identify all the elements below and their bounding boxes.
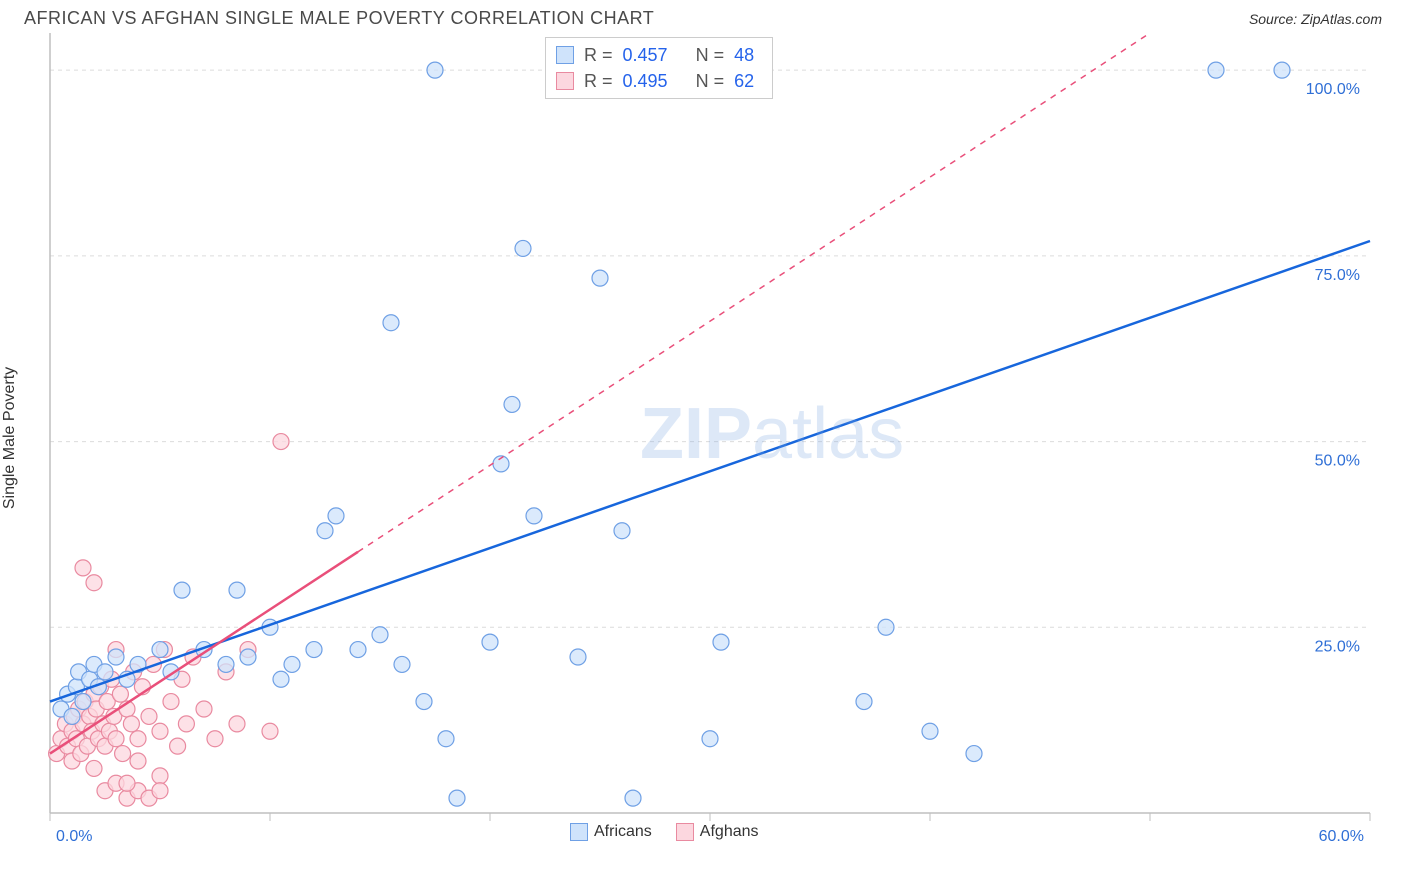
source-name: ZipAtlas.com	[1301, 11, 1382, 27]
afghans-point	[273, 434, 289, 450]
africans-point	[449, 790, 465, 806]
africans-point	[625, 790, 641, 806]
africans-point	[614, 523, 630, 539]
afghans-point	[115, 746, 131, 762]
afghans-point	[141, 708, 157, 724]
africans-point	[427, 62, 443, 78]
afghans-point	[229, 716, 245, 732]
africans-point	[713, 634, 729, 650]
legend-label: Afghans	[700, 823, 759, 841]
legend-label: Africans	[594, 823, 652, 841]
n-label: N =	[696, 42, 725, 68]
afghans-point	[170, 738, 186, 754]
africans-point	[317, 523, 333, 539]
watermark: ZIPatlas	[640, 393, 904, 475]
africans-point	[1274, 62, 1290, 78]
africans-point	[383, 315, 399, 331]
legend-swatch-africans	[570, 823, 588, 841]
watermark-zip: ZIP	[640, 394, 752, 474]
africans-point	[394, 656, 410, 672]
chart-area: Single Male Poverty ZIPatlas 25.0% 50.0% 7…	[0, 33, 1406, 843]
source-prefix: Source:	[1249, 11, 1301, 27]
africans-point	[372, 627, 388, 643]
africans-point	[108, 649, 124, 665]
y-tick-label: 100.0%	[1306, 81, 1360, 98]
afghans-point	[119, 775, 135, 791]
legend-swatch-afghans	[556, 72, 574, 90]
africans-point	[1208, 62, 1224, 78]
y-tick-label: 50.0%	[1315, 453, 1360, 470]
legend-stat-row-africans: R = 0.457 N = 48	[556, 42, 754, 68]
afghans-point	[196, 701, 212, 717]
r-label: R =	[584, 42, 613, 68]
africans-point	[922, 723, 938, 739]
legend-stats-box: R = 0.457 N = 48 R = 0.495 N = 62	[545, 37, 773, 99]
africans-point	[878, 619, 894, 635]
r-value: 0.457	[623, 42, 668, 68]
africans-point	[526, 508, 542, 524]
afghans-point	[178, 716, 194, 732]
africans-point	[515, 240, 531, 256]
n-value: 62	[734, 68, 754, 94]
legend-item-afghans: Afghans	[676, 823, 759, 841]
afghans-point	[130, 753, 146, 769]
afghans-point	[207, 731, 223, 747]
africans-point	[240, 649, 256, 665]
y-axis-label: Single Male Poverty	[1, 367, 19, 509]
afghans-point	[152, 768, 168, 784]
r-value: 0.495	[623, 68, 668, 94]
legend-swatch-afghans	[676, 823, 694, 841]
africans-point	[97, 664, 113, 680]
n-label: N =	[696, 68, 725, 94]
africans-point	[504, 396, 520, 412]
afghans-point	[75, 560, 91, 576]
r-label: R =	[584, 68, 613, 94]
africans-point	[174, 582, 190, 598]
africans-point	[229, 582, 245, 598]
y-tick-label: 75.0%	[1315, 267, 1360, 284]
legend-stat-row-afghans: R = 0.495 N = 62	[556, 68, 754, 94]
africans-point	[482, 634, 498, 650]
afghans-point	[86, 575, 102, 591]
africans-point	[64, 708, 80, 724]
africans-point	[416, 694, 432, 710]
chart-title: AFRICAN VS AFGHAN SINGLE MALE POVERTY CO…	[24, 8, 654, 29]
afghans-point	[123, 716, 139, 732]
africans-point	[284, 656, 300, 672]
africans-point	[702, 731, 718, 747]
x-tick-label: 60.0%	[1319, 828, 1364, 843]
afghans-point	[130, 731, 146, 747]
africans-point	[75, 694, 91, 710]
africans-point	[570, 649, 586, 665]
source-attribution: Source: ZipAtlas.com	[1249, 11, 1382, 27]
africans-point	[966, 746, 982, 762]
afghans-point	[262, 723, 278, 739]
x-tick-label: 0.0%	[56, 828, 92, 843]
afghans-point	[108, 731, 124, 747]
africans-point	[218, 656, 234, 672]
africans-point	[438, 731, 454, 747]
legend-swatch-africans	[556, 46, 574, 64]
africans-point	[592, 270, 608, 286]
series-legend: Africans Afghans	[570, 823, 759, 841]
africans-point	[152, 642, 168, 658]
afghans-point	[112, 686, 128, 702]
africans-point	[350, 642, 366, 658]
afghans-point	[163, 694, 179, 710]
africans-point	[328, 508, 344, 524]
afghans-point	[86, 760, 102, 776]
afghans-point	[152, 723, 168, 739]
watermark-atlas: atlas	[752, 394, 904, 474]
y-tick-label: 25.0%	[1315, 638, 1360, 655]
legend-item-africans: Africans	[570, 823, 652, 841]
africans-point	[306, 642, 322, 658]
africans-point	[273, 671, 289, 687]
n-value: 48	[734, 42, 754, 68]
africans-point	[856, 694, 872, 710]
afghans-point	[152, 783, 168, 799]
